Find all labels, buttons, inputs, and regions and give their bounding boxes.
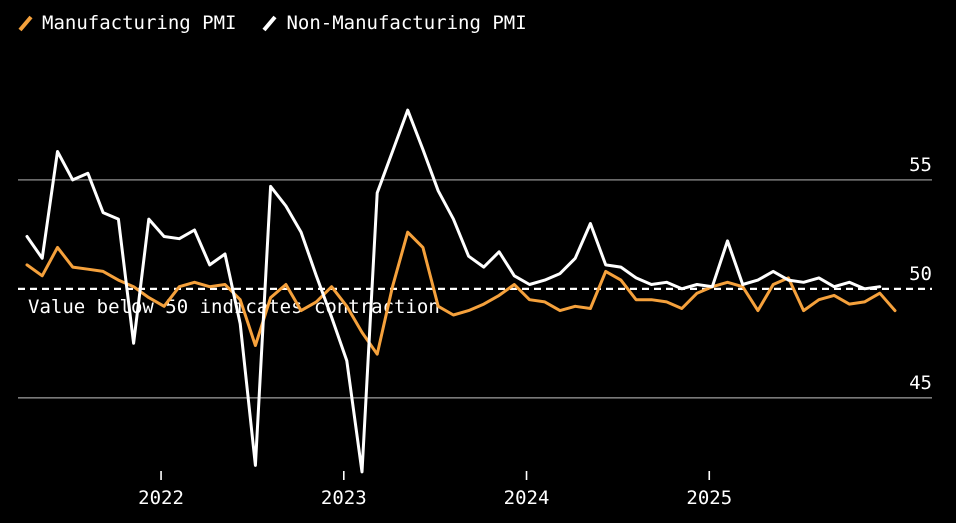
legend-label-manufacturing: Manufacturing PMI (42, 12, 237, 34)
non-manufacturing-pmi-line (25, 108, 882, 474)
y-tick-label-55: 55 (909, 154, 932, 176)
x-tick-label-2025: 2025 (686, 487, 732, 509)
legend-item-non-manufacturing[interactable]: Non-Manufacturing PMI (262, 12, 527, 34)
x-tick-label-2022: 2022 (138, 487, 184, 509)
manufacturing-pmi-line (25, 230, 897, 356)
manufacturing-swatch-icon (18, 15, 33, 32)
legend: Manufacturing PMI Non-Manufacturing PMI (18, 8, 527, 38)
legend-label-non-manufacturing: Non-Manufacturing PMI (286, 12, 527, 34)
y-tick-label-50: 50 (909, 263, 932, 285)
legend-item-manufacturing[interactable]: Manufacturing PMI (18, 12, 236, 34)
y-axis-tick-labels: 45 50 55 (909, 154, 932, 394)
x-axis: 2022 2023 2024 2025 (138, 471, 732, 509)
x-tick-label-2023: 2023 (321, 487, 367, 509)
non-manufacturing-swatch-icon (262, 15, 277, 32)
gridlines (18, 179, 932, 399)
y-tick-label-45: 45 (909, 372, 932, 394)
series-lines (25, 108, 897, 474)
x-tick-label-2024: 2024 (504, 487, 550, 509)
